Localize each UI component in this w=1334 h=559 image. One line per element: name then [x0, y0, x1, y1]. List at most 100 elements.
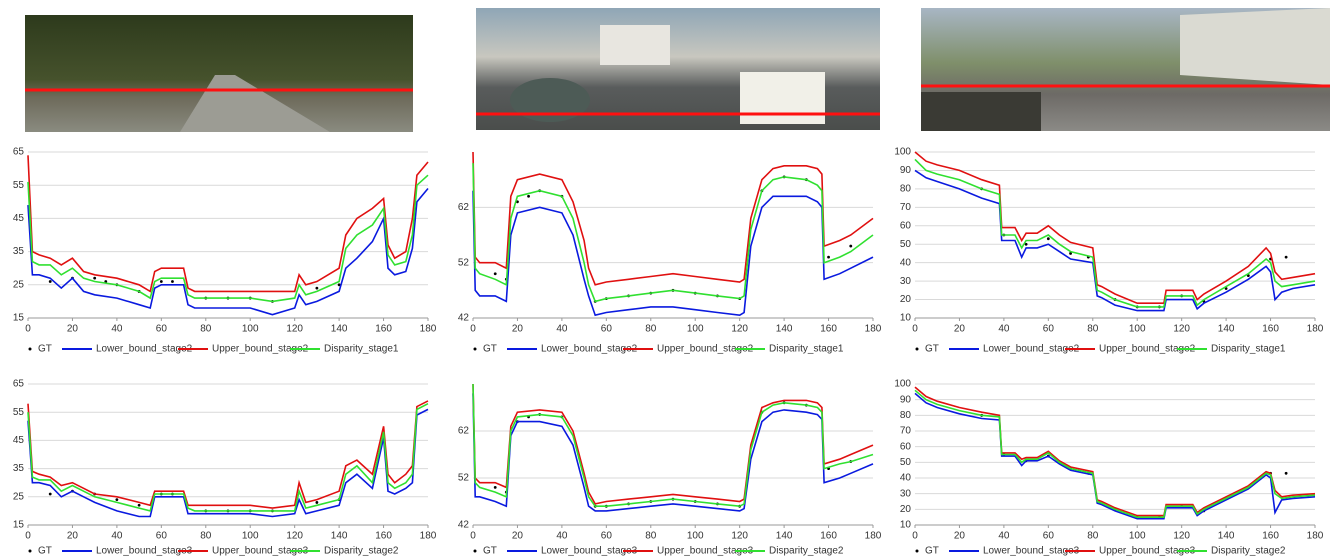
x-tick-label: 100	[242, 324, 259, 335]
x-tick-label: 160	[820, 531, 837, 542]
y-tick-label: 100	[894, 147, 911, 158]
x-tick-label: 60	[1043, 324, 1055, 335]
y-tick-label: 62	[458, 202, 470, 213]
series-line	[473, 152, 873, 285]
legend-swatch	[916, 550, 919, 553]
x-tick-label: 80	[645, 324, 657, 335]
series-line	[915, 387, 1315, 515]
x-tick-label: 140	[331, 531, 348, 542]
x-tick-label: 100	[687, 531, 704, 542]
x-tick-label: 140	[776, 531, 793, 542]
x-tick-label: 40	[556, 324, 568, 335]
x-tick-label: 120	[731, 531, 748, 542]
x-tick-label: 40	[556, 531, 568, 542]
y-tick-label: 40	[900, 257, 912, 268]
x-tick-label: 180	[865, 531, 882, 542]
x-tick-label: 0	[25, 324, 31, 335]
series-line	[28, 404, 428, 511]
series-line	[915, 152, 1315, 303]
x-tick-label: 20	[512, 324, 524, 335]
gt-point	[49, 280, 52, 283]
x-tick-label: 80	[200, 531, 212, 542]
gt-point	[1285, 472, 1288, 475]
x-tick-label: 80	[1087, 324, 1099, 335]
legend-label: GT	[483, 546, 497, 557]
x-tick-label: 80	[200, 324, 212, 335]
legend-swatch	[29, 550, 32, 553]
legend-label: Disparity_stage1	[324, 344, 399, 355]
series-line	[915, 170, 1315, 310]
x-tick-label: 0	[912, 324, 918, 335]
x-tick-label: 160	[1262, 531, 1279, 542]
y-tick-label: 20	[900, 294, 912, 305]
y-tick-label: 30	[900, 276, 912, 287]
x-tick-label: 160	[375, 531, 392, 542]
x-tick-label: 80	[1087, 531, 1099, 542]
legend-label: GT	[483, 344, 497, 355]
gt-point	[160, 280, 163, 283]
gt-point	[171, 280, 174, 283]
x-tick-label: 60	[601, 324, 613, 335]
photo	[921, 8, 1330, 131]
legend-label: Disparity_stage1	[769, 344, 844, 355]
x-tick-label: 120	[286, 531, 303, 542]
series-line	[28, 409, 428, 516]
gt-point	[827, 256, 830, 259]
series-line	[473, 191, 873, 316]
x-tick-label: 100	[1129, 531, 1146, 542]
x-tick-label: 40	[111, 324, 123, 335]
y-tick-label: 10	[900, 520, 912, 531]
y-tick-label: 60	[900, 220, 912, 231]
gt-point	[315, 287, 318, 290]
gt-point	[494, 272, 497, 275]
x-tick-label: 0	[912, 531, 918, 542]
y-tick-label: 40	[900, 473, 912, 484]
x-tick-label: 0	[470, 324, 476, 335]
y-tick-label: 55	[13, 180, 25, 191]
x-tick-label: 20	[67, 531, 79, 542]
x-tick-label: 20	[512, 531, 524, 542]
gt-point	[138, 504, 141, 507]
y-tick-label: 42	[458, 313, 470, 324]
gt-point	[1285, 256, 1288, 259]
y-tick-label: 35	[13, 246, 25, 257]
legend-swatch	[474, 550, 477, 553]
x-tick-label: 120	[286, 324, 303, 335]
y-tick-label: 35	[13, 463, 25, 474]
x-tick-label: 180	[1307, 531, 1324, 542]
x-tick-label: 180	[420, 531, 437, 542]
x-tick-label: 60	[156, 531, 168, 542]
series-line	[473, 384, 873, 504]
y-tick-label: 80	[900, 184, 912, 195]
figure: 152535455565020406080100120140160180GTLo…	[0, 0, 1334, 559]
gt-point	[1047, 237, 1050, 240]
y-tick-label: 62	[458, 426, 470, 437]
y-tick-label: 50	[900, 457, 912, 468]
series-line	[28, 175, 428, 301]
series-line	[915, 390, 1315, 517]
x-tick-label: 120	[1173, 531, 1190, 542]
y-tick-label: 65	[13, 379, 25, 390]
legend-label: Disparity_stage2	[324, 546, 399, 557]
gt-point	[115, 498, 118, 501]
series-line	[915, 393, 1315, 518]
x-tick-label: 60	[601, 531, 613, 542]
y-tick-label: 52	[458, 257, 470, 268]
x-tick-label: 160	[375, 324, 392, 335]
y-tick-label: 25	[13, 491, 25, 502]
y-tick-label: 10	[900, 313, 912, 324]
y-tick-label: 55	[13, 407, 25, 418]
x-tick-label: 60	[156, 324, 168, 335]
x-tick-label: 60	[1043, 531, 1055, 542]
x-tick-label: 40	[998, 324, 1010, 335]
y-tick-label: 20	[900, 504, 912, 515]
x-tick-label: 160	[1262, 324, 1279, 335]
x-tick-label: 20	[954, 531, 966, 542]
y-tick-label: 60	[900, 441, 912, 452]
x-tick-label: 100	[1129, 324, 1146, 335]
series-line	[473, 163, 873, 301]
x-tick-label: 140	[776, 324, 793, 335]
legend-label: GT	[38, 546, 52, 557]
x-tick-label: 100	[687, 324, 704, 335]
series-line	[915, 159, 1315, 307]
